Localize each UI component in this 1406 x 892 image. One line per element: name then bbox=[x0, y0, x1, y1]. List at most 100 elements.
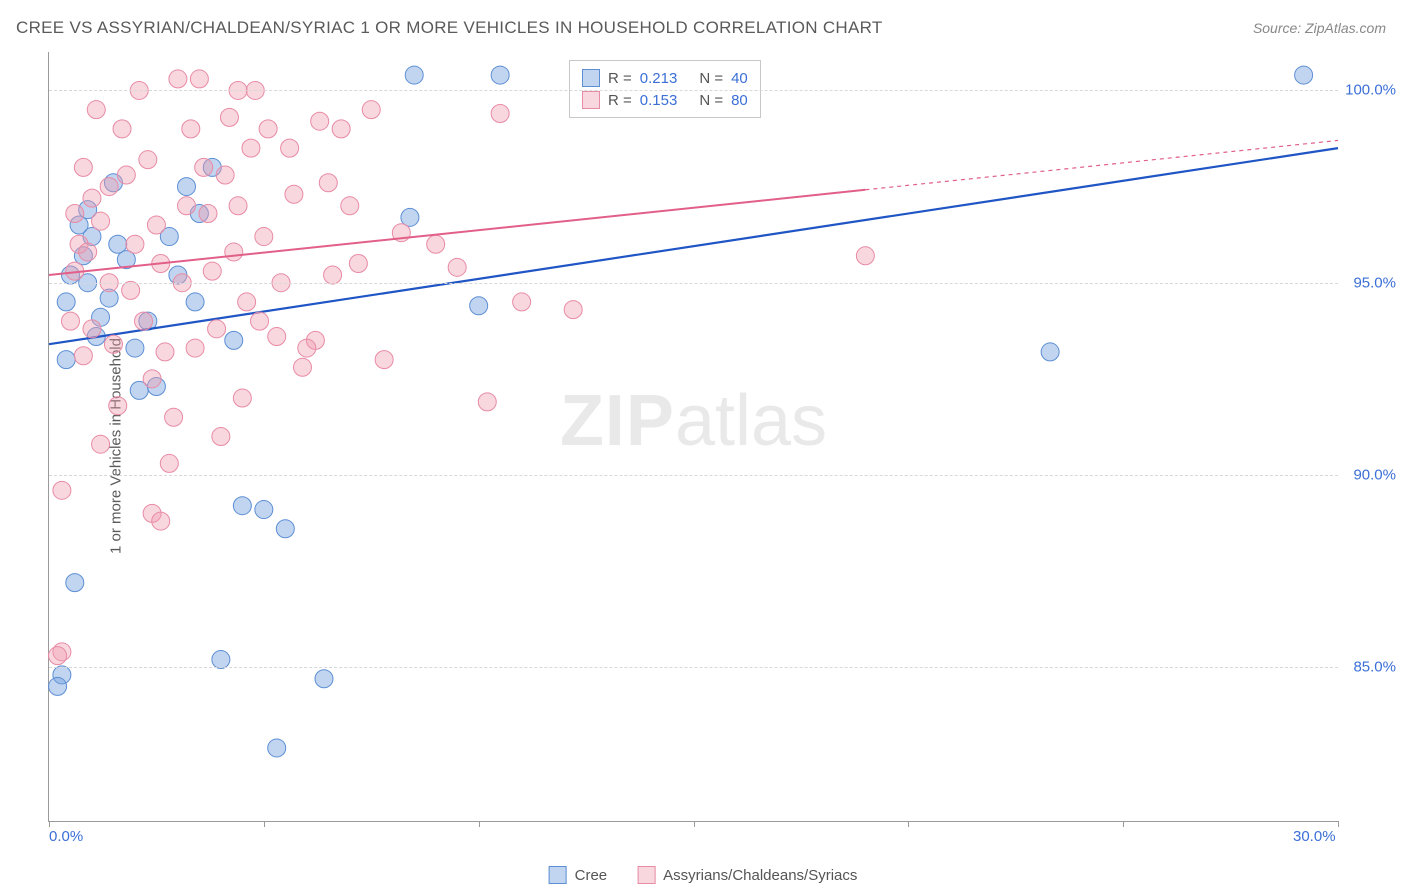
data-point bbox=[255, 228, 273, 246]
x-tick bbox=[264, 821, 265, 827]
data-point bbox=[1041, 343, 1059, 361]
data-point bbox=[285, 185, 303, 203]
x-tick bbox=[1338, 821, 1339, 827]
data-point bbox=[427, 235, 445, 253]
n-label-2: N = bbox=[699, 92, 723, 109]
data-point bbox=[856, 247, 874, 265]
data-point bbox=[208, 320, 226, 338]
data-point bbox=[66, 574, 84, 592]
stats-row-1: R = 0.213 N = 40 bbox=[582, 67, 748, 89]
legend-item-1: Cree bbox=[549, 866, 608, 884]
data-point bbox=[79, 243, 97, 261]
data-point bbox=[448, 258, 466, 276]
data-point bbox=[177, 197, 195, 215]
data-point bbox=[259, 120, 277, 138]
grid-line bbox=[49, 475, 1338, 476]
data-point bbox=[375, 351, 393, 369]
data-point bbox=[53, 481, 71, 499]
legend-label-1: Cree bbox=[575, 867, 608, 884]
data-point bbox=[203, 262, 221, 280]
data-point bbox=[186, 339, 204, 357]
data-point bbox=[182, 120, 200, 138]
data-point bbox=[251, 312, 269, 330]
data-point bbox=[126, 339, 144, 357]
grid-line bbox=[49, 667, 1338, 668]
data-point bbox=[294, 358, 312, 376]
swatch-bottom-2 bbox=[637, 866, 655, 884]
data-point bbox=[233, 497, 251, 515]
y-tick-label: 90.0% bbox=[1353, 466, 1396, 483]
data-point bbox=[61, 312, 79, 330]
data-point bbox=[122, 281, 140, 299]
data-point bbox=[233, 389, 251, 407]
data-point bbox=[74, 347, 92, 365]
data-point bbox=[470, 297, 488, 315]
data-point bbox=[126, 235, 144, 253]
y-tick-label: 95.0% bbox=[1353, 274, 1396, 291]
data-point bbox=[156, 343, 174, 361]
data-point bbox=[195, 158, 213, 176]
data-point bbox=[268, 739, 286, 757]
swatch-bottom-1 bbox=[549, 866, 567, 884]
r-label-2: R = bbox=[608, 92, 632, 109]
bottom-legend: Cree Assyrians/Chaldeans/Syriacs bbox=[549, 866, 858, 884]
trend-line-dashed bbox=[865, 140, 1338, 189]
data-point bbox=[220, 108, 238, 126]
x-tick-label: 30.0% bbox=[1293, 828, 1336, 845]
data-point bbox=[225, 331, 243, 349]
data-point bbox=[276, 520, 294, 538]
r-label-1: R = bbox=[608, 70, 632, 87]
data-point bbox=[311, 112, 329, 130]
data-point bbox=[225, 243, 243, 261]
data-point bbox=[104, 335, 122, 353]
data-point bbox=[57, 351, 75, 369]
n-label-1: N = bbox=[699, 70, 723, 87]
data-point bbox=[100, 178, 118, 196]
swatch-series-2 bbox=[582, 91, 600, 109]
data-point bbox=[212, 651, 230, 669]
data-point bbox=[109, 235, 127, 253]
data-point bbox=[165, 408, 183, 426]
data-point bbox=[319, 174, 337, 192]
data-point bbox=[315, 670, 333, 688]
r-value-1: 0.213 bbox=[640, 70, 678, 87]
data-point bbox=[74, 158, 92, 176]
x-tick bbox=[49, 821, 50, 827]
data-point bbox=[281, 139, 299, 157]
x-tick-label: 0.0% bbox=[49, 828, 83, 845]
data-point bbox=[92, 435, 110, 453]
data-point bbox=[143, 370, 161, 388]
data-point bbox=[298, 339, 316, 357]
grid-line bbox=[49, 90, 1338, 91]
data-point bbox=[478, 393, 496, 411]
data-point bbox=[362, 101, 380, 119]
swatch-series-1 bbox=[582, 69, 600, 87]
data-point bbox=[92, 212, 110, 230]
data-point bbox=[405, 66, 423, 84]
data-point bbox=[49, 647, 67, 665]
data-point bbox=[139, 151, 157, 169]
stats-row-2: R = 0.153 N = 80 bbox=[582, 89, 748, 111]
data-point bbox=[212, 428, 230, 446]
x-tick bbox=[1123, 821, 1124, 827]
data-point bbox=[324, 266, 342, 284]
n-value-1: 40 bbox=[731, 70, 748, 87]
scatter-svg bbox=[49, 52, 1338, 821]
legend-label-2: Assyrians/Chaldeans/Syriacs bbox=[663, 867, 857, 884]
data-point bbox=[160, 454, 178, 472]
source-attribution: Source: ZipAtlas.com bbox=[1253, 20, 1386, 36]
data-point bbox=[57, 293, 75, 311]
chart-title: CREE VS ASSYRIAN/CHALDEAN/SYRIAC 1 OR MO… bbox=[16, 18, 883, 38]
data-point bbox=[491, 66, 509, 84]
n-value-2: 80 bbox=[731, 92, 748, 109]
data-point bbox=[135, 312, 153, 330]
data-point bbox=[83, 320, 101, 338]
x-tick bbox=[479, 821, 480, 827]
grid-line bbox=[49, 283, 1338, 284]
stats-legend: R = 0.213 N = 40 R = 0.153 N = 80 bbox=[569, 60, 761, 118]
data-point bbox=[341, 197, 359, 215]
plot-area: ZIPatlas R = 0.213 N = 40 R = 0.153 N = … bbox=[48, 52, 1338, 822]
legend-item-2: Assyrians/Chaldeans/Syriacs bbox=[637, 866, 857, 884]
y-tick-label: 100.0% bbox=[1345, 82, 1396, 99]
data-point bbox=[83, 189, 101, 207]
